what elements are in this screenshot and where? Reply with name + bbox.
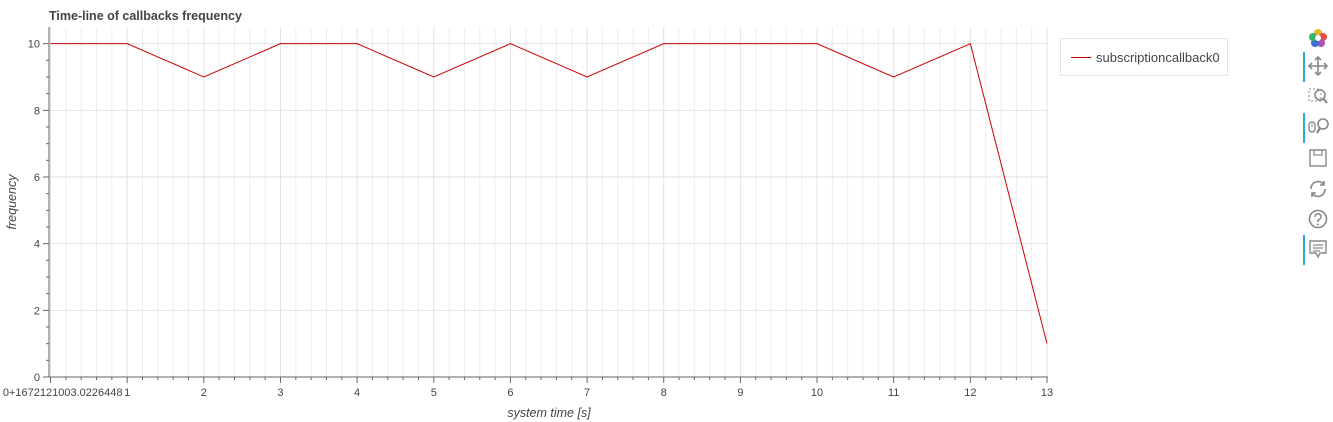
y-tick-label: 4: [34, 239, 40, 251]
series-layer: [50, 42, 1048, 344]
save-icon: [1309, 149, 1327, 167]
chart-title: Time-line of callbacks frequency: [49, 9, 242, 23]
reset-icon: [1310, 180, 1326, 198]
legend-label: subscriptioncallback0: [1096, 50, 1220, 65]
y-tick-label: 10: [28, 39, 40, 51]
pan-icon: [1308, 56, 1328, 76]
y-tick-label: 2: [34, 305, 40, 317]
x-tick-label: 7: [584, 387, 590, 399]
pan-tool[interactable]: [1300, 52, 1333, 82]
x-tick-label: 10: [811, 387, 823, 399]
x-axis-ticks: 0+1672121003.0226448 1 2 3 4 5 6 7 8 9 10 11 12 13: [3, 377, 1053, 399]
y-tick-label: 0: [34, 372, 40, 384]
reset-tool[interactable]: [1300, 175, 1333, 205]
save-tool[interactable]: [1300, 144, 1333, 174]
x-tick-label: 2: [201, 387, 207, 399]
y-axis-label: frequency: [5, 174, 19, 230]
box-zoom-tool[interactable]: [1300, 82, 1333, 112]
grid: [49, 27, 1048, 378]
x-tick-label: 4: [354, 387, 360, 399]
legend-swatch: [1071, 57, 1091, 58]
box-zoom-icon: [1308, 88, 1328, 104]
bokeh-logo-icon[interactable]: [1300, 24, 1333, 54]
hover-icon: [1309, 240, 1327, 259]
series-line: [50, 42, 1048, 344]
x-tick-label: 5: [431, 387, 437, 399]
x-tick-label: 1: [124, 387, 130, 399]
legend[interactable]: subscriptioncallback0: [1060, 38, 1228, 76]
y-tick-label: 8: [34, 105, 40, 117]
wheel-zoom-tool[interactable]: [1300, 113, 1333, 143]
x-tick-label: 13: [1041, 387, 1053, 399]
active-indicator: [1303, 113, 1305, 143]
x-tick-label: 12: [964, 387, 976, 399]
wheel-zoom-icon: [1308, 118, 1329, 134]
axes: [48, 27, 1048, 378]
x-tick-label: 11: [888, 387, 899, 399]
x-tick-label: 3: [277, 387, 283, 399]
x-axis-label: system time [s]: [507, 406, 591, 420]
x-tick-label: 9: [737, 387, 743, 399]
active-indicator: [1303, 235, 1305, 265]
hover-tool[interactable]: [1300, 235, 1333, 265]
y-axis-ticks: 0 2 4 6 8 10: [28, 39, 49, 384]
y-tick-label: 6: [34, 172, 40, 184]
x-tick-label: 0+1672121003.0226448: [3, 387, 123, 399]
active-indicator: [1303, 52, 1305, 82]
x-tick-label: 8: [661, 387, 667, 399]
x-tick-label: 6: [507, 387, 513, 399]
help-icon: [1308, 209, 1328, 229]
help-tool[interactable]: [1300, 205, 1333, 235]
